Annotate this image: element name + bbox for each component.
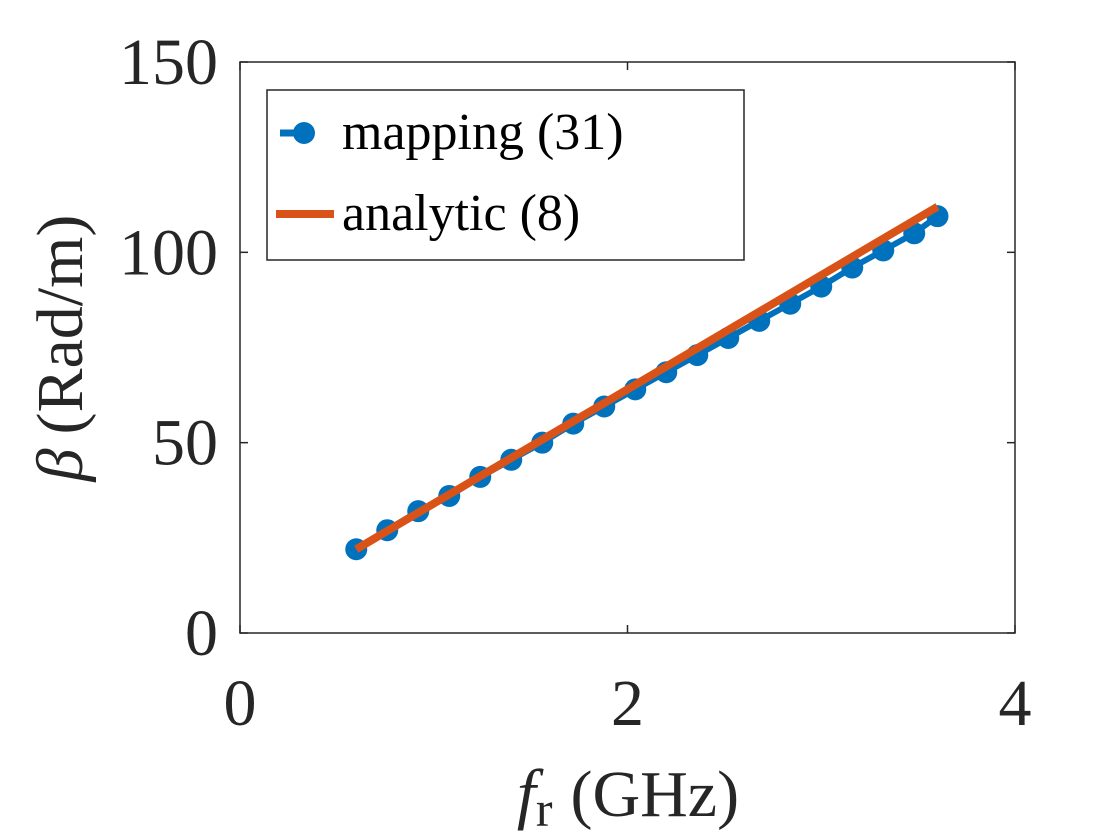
x-tick-label: 0: [224, 667, 257, 740]
y-tick-label: 150: [119, 26, 218, 99]
x-tick-label: 4: [999, 667, 1032, 740]
y-tick-label: 50: [152, 407, 218, 480]
legend-label-analytic: analytic (8): [342, 185, 580, 242]
legend-box: [266, 89, 745, 261]
x-axis-label-unit: (GHz): [570, 758, 739, 831]
ticks: 0 2 4 0 50 100 150: [119, 26, 1032, 740]
legend-marker-mapping: [293, 122, 315, 144]
y-tick-label: 100: [119, 216, 218, 289]
x-axis-label-sub: r: [536, 781, 553, 837]
series-analytic-line: [354, 203, 940, 553]
legend: mapping (31) analytic (8): [266, 89, 745, 261]
y-axis-label: β (Rad/m): [24, 215, 97, 484]
x-axis-label: fr (GHz): [517, 755, 739, 837]
legend-label-mapping: mapping (31): [342, 104, 624, 161]
series-layer: [345, 203, 949, 561]
y-axis-label-symbol: β: [24, 448, 97, 483]
x-tick-label: 2: [611, 667, 644, 740]
y-axis-label-unit: (Rad/m): [24, 215, 97, 435]
y-tick-label: 0: [185, 597, 218, 670]
